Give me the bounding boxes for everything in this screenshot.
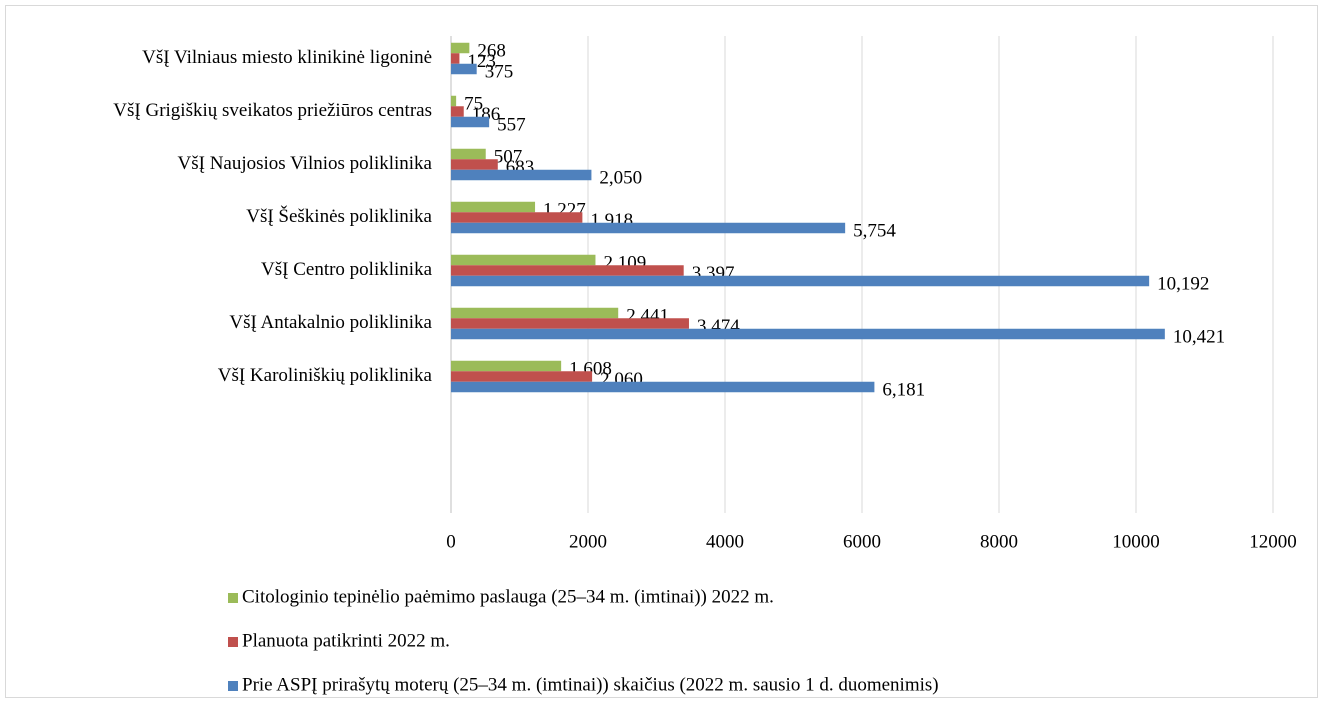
bar — [451, 265, 684, 276]
data-label: 5,754 — [853, 220, 896, 241]
x-tick-label: 6000 — [843, 531, 881, 552]
legend-label: Planuota patikrinti 2022 m. — [242, 630, 450, 651]
bar — [451, 63, 477, 75]
x-tick-label: 2000 — [569, 531, 607, 552]
bar — [451, 53, 460, 64]
bar — [451, 275, 1150, 287]
data-label: 268 — [477, 40, 506, 61]
bar — [451, 254, 596, 266]
bar — [451, 116, 490, 128]
bar — [451, 222, 846, 234]
y-tick-label: VšĮ Naujosios Vilnios poliklinika — [178, 153, 433, 174]
chart-border — [5, 5, 1318, 698]
x-tick-label: 10000 — [1112, 531, 1160, 552]
y-tick-label: VšĮ Karoliniškių poliklinika — [218, 365, 433, 386]
y-tick-label: VšĮ Vilniaus miesto klinikinė ligoninė — [142, 47, 432, 68]
bar — [451, 371, 593, 382]
legend-swatch — [228, 593, 238, 603]
x-tick-label: 4000 — [706, 531, 744, 552]
bar — [451, 169, 592, 181]
bar — [451, 159, 498, 170]
bar — [451, 148, 486, 160]
bar — [451, 360, 562, 372]
legend-swatch — [228, 637, 238, 647]
bar — [451, 381, 875, 393]
data-label: 2,050 — [599, 167, 642, 188]
bar — [451, 318, 689, 329]
bar — [451, 328, 1165, 340]
data-label: 6,181 — [882, 379, 925, 400]
bar — [451, 95, 457, 107]
legend-label: Citologinio tepinėlio paėmimo paslauga (… — [242, 586, 774, 607]
x-tick-label: 0 — [446, 531, 456, 552]
y-tick-label: VšĮ Centro poliklinika — [261, 259, 433, 280]
data-label: 10,192 — [1157, 273, 1209, 294]
data-label: 10,421 — [1173, 326, 1225, 347]
legend-label: Prie ASPĮ prirašytų moterų (25–34 m. (im… — [242, 674, 939, 695]
bar — [451, 212, 583, 223]
bar — [451, 42, 470, 54]
data-label: 75 — [464, 93, 483, 114]
legend-swatch — [228, 681, 238, 691]
bar — [451, 307, 619, 319]
x-tick-label: 8000 — [980, 531, 1018, 552]
y-tick-label: VšĮ Šeškinės poliklinika — [246, 205, 432, 227]
data-label: 375 — [485, 61, 514, 82]
y-tick-label: VšĮ Grigiškių sveikatos priežiūros centr… — [113, 100, 432, 121]
x-tick-label: 12000 — [1249, 531, 1297, 552]
data-label: 557 — [497, 114, 526, 135]
bar — [451, 106, 464, 117]
bar — [451, 201, 536, 213]
data-label: 507 — [494, 146, 523, 167]
y-tick-label: VšĮ Antakalnio poliklinika — [229, 312, 432, 333]
